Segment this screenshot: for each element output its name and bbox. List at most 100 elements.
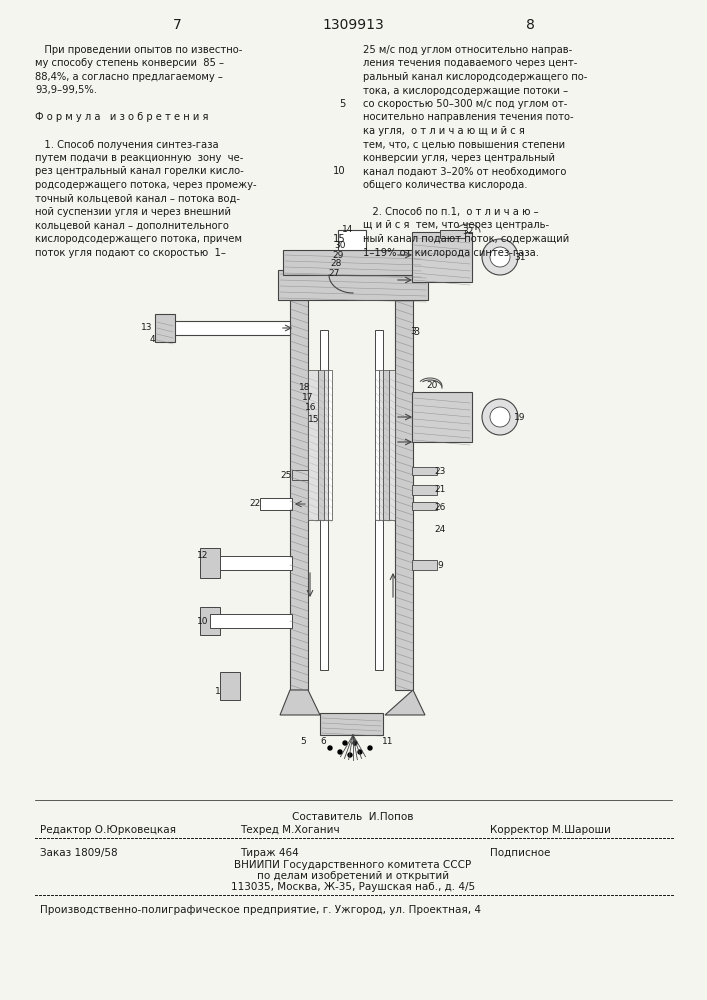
Text: 15: 15 xyxy=(333,234,346,244)
Circle shape xyxy=(338,750,342,754)
Text: 2. Способ по п.1,  о т л и ч а ю –: 2. Способ по п.1, о т л и ч а ю – xyxy=(363,207,539,217)
Text: 23: 23 xyxy=(434,466,445,476)
Text: 22: 22 xyxy=(250,499,261,508)
Text: 1. Способ получения синтез-газа: 1. Способ получения синтез-газа xyxy=(35,139,218,149)
Bar xyxy=(292,470,308,480)
Bar xyxy=(338,230,366,250)
Bar xyxy=(412,502,437,510)
Text: Ф о р м у л а   и з о б р е т е н и я: Ф о р м у л а и з о б р е т е н и я xyxy=(35,112,209,122)
Bar xyxy=(210,614,292,628)
Text: Редактор О.Юрковецкая: Редактор О.Юрковецкая xyxy=(40,825,176,835)
Text: 30: 30 xyxy=(334,241,346,250)
Text: Производственно-полиграфическое предприятие, г. Ужгород, ул. Проектная, 4: Производственно-полиграфическое предприя… xyxy=(40,905,481,915)
Text: 25: 25 xyxy=(280,472,292,481)
Text: 7: 7 xyxy=(173,18,182,32)
Text: 93,9–99,5%.: 93,9–99,5%. xyxy=(35,86,97,96)
Bar xyxy=(375,330,383,670)
Bar xyxy=(308,370,318,520)
Text: 18: 18 xyxy=(299,383,311,392)
Text: ральный канал кислородсодержащего по-: ральный канал кислородсодержащего по- xyxy=(363,72,588,82)
Text: 12: 12 xyxy=(197,552,209,560)
Text: 113035, Москва, Ж-35, Раушская наб., д. 4/5: 113035, Москва, Ж-35, Раушская наб., д. … xyxy=(231,882,475,892)
Text: 29: 29 xyxy=(332,250,344,259)
Text: 6: 6 xyxy=(320,738,326,746)
Text: 10: 10 xyxy=(197,616,209,626)
Text: общего количества кислорода.: общего количества кислорода. xyxy=(363,180,527,190)
Text: 1–19% от кислорода синтез-газа.: 1–19% от кислорода синтез-газа. xyxy=(363,247,539,257)
Text: Заказ 1809/58: Заказ 1809/58 xyxy=(40,848,117,858)
Text: ный канал подают поток, содержащий: ный канал подают поток, содержащий xyxy=(363,234,569,244)
Bar xyxy=(200,607,220,635)
Text: Подписное: Подписное xyxy=(490,848,550,858)
Bar xyxy=(165,321,290,335)
Bar xyxy=(260,498,292,510)
Circle shape xyxy=(358,750,362,754)
Bar xyxy=(440,230,465,238)
Text: 14: 14 xyxy=(342,226,354,234)
Text: 21: 21 xyxy=(434,486,445,494)
Text: путем подачи в реакционную  зону  че-: путем подачи в реакционную зону че- xyxy=(35,153,243,163)
Text: При проведении опытов по известно-: При проведении опытов по известно- xyxy=(35,45,243,55)
Text: ка угля,  о т л и ч а ю щ и й с я: ка угля, о т л и ч а ю щ и й с я xyxy=(363,126,525,136)
Text: 32: 32 xyxy=(462,228,474,236)
Bar xyxy=(290,300,308,690)
Text: носительно направления течения пото-: носительно направления течения пото- xyxy=(363,112,573,122)
Polygon shape xyxy=(385,690,425,715)
Circle shape xyxy=(348,753,352,757)
Text: родсодержащего потока, через промежу-: родсодержащего потока, через промежу- xyxy=(35,180,257,190)
Text: конверсии угля, через центральный: конверсии угля, через центральный xyxy=(363,153,555,163)
Text: 4: 4 xyxy=(149,336,155,344)
Bar xyxy=(320,330,328,670)
Bar xyxy=(412,560,437,570)
Bar xyxy=(278,270,428,300)
Bar xyxy=(412,232,472,282)
Text: 25 м/с под углом относительно направ-: 25 м/с под углом относительно направ- xyxy=(363,45,572,55)
Bar xyxy=(389,370,395,520)
Text: 15: 15 xyxy=(308,416,320,424)
Text: поток угля подают со скоростью  1–: поток угля подают со скоростью 1– xyxy=(35,247,226,257)
Text: рез центральный канал горелки кисло-: рез центральный канал горелки кисло- xyxy=(35,166,244,176)
Text: ной суспензии угля и через внешний: ной суспензии угля и через внешний xyxy=(35,207,231,217)
Text: кольцевой канал – дополнительного: кольцевой канал – дополнительного xyxy=(35,221,229,231)
Bar xyxy=(379,370,383,520)
Text: по делам изобретений и открытий: по делам изобретений и открытий xyxy=(257,871,449,881)
Text: щ и й с я  тем, что через централь-: щ и й с я тем, что через централь- xyxy=(363,221,549,231)
Bar xyxy=(200,548,220,578)
Circle shape xyxy=(353,741,357,745)
Text: 3: 3 xyxy=(413,327,419,337)
Text: 5: 5 xyxy=(300,738,306,746)
Circle shape xyxy=(490,247,510,267)
Text: 20: 20 xyxy=(426,381,438,390)
Bar xyxy=(318,370,324,520)
Text: 28: 28 xyxy=(330,259,341,268)
Text: Техред М.Хоганич: Техред М.Хоганич xyxy=(240,825,339,835)
Text: тока, а кислородсодержащие потоки –: тока, а кислородсодержащие потоки – xyxy=(363,86,568,96)
Text: 31: 31 xyxy=(514,252,526,261)
Polygon shape xyxy=(280,690,320,715)
Text: 27: 27 xyxy=(328,269,339,278)
Bar xyxy=(412,467,437,475)
Text: 88,4%, а согласно предлагаемому –: 88,4%, а согласно предлагаемому – xyxy=(35,72,223,82)
Bar xyxy=(220,672,240,700)
Bar xyxy=(324,370,328,520)
Circle shape xyxy=(328,746,332,750)
Bar xyxy=(412,485,437,495)
Bar xyxy=(283,250,423,275)
Text: 8: 8 xyxy=(525,18,534,32)
Text: ВНИИПИ Государственного комитета СССР: ВНИИПИ Государственного комитета СССР xyxy=(235,860,472,870)
Text: 3: 3 xyxy=(410,328,416,336)
Text: 17: 17 xyxy=(303,393,314,402)
Text: 19: 19 xyxy=(514,412,526,422)
Bar xyxy=(383,370,389,520)
Circle shape xyxy=(482,399,518,435)
Text: Корректор М.Шароши: Корректор М.Шароши xyxy=(490,825,611,835)
Circle shape xyxy=(343,741,347,745)
Circle shape xyxy=(490,407,510,427)
Bar xyxy=(210,556,292,570)
Text: со скоростью 50–300 м/с под углом от-: со скоростью 50–300 м/с под углом от- xyxy=(363,99,568,109)
Text: Составитель  И.Попов: Составитель И.Попов xyxy=(292,812,414,822)
Circle shape xyxy=(482,239,518,275)
Bar xyxy=(155,314,175,342)
Text: Тираж 464: Тираж 464 xyxy=(240,848,299,858)
Text: 13: 13 xyxy=(141,324,153,332)
